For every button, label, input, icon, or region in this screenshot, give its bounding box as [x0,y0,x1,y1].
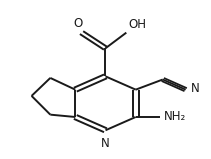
Text: O: O [74,17,83,30]
Text: N: N [101,137,110,149]
Text: N: N [191,82,200,95]
Text: OH: OH [128,18,146,31]
Text: NH₂: NH₂ [164,111,186,124]
